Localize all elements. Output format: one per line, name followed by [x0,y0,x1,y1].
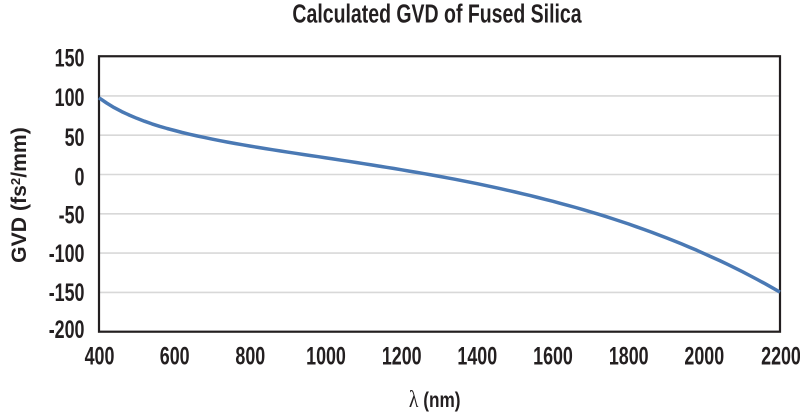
svg-text:-150: -150 [49,278,85,307]
svg-text:GVD (fs2/mm): GVD (fs2/mm) [8,127,31,263]
svg-text:600: 600 [160,341,190,370]
svg-text:1400: 1400 [457,341,497,370]
svg-text:50: 50 [65,123,85,152]
svg-text:1800: 1800 [609,341,649,370]
svg-text:150: 150 [55,43,85,72]
svg-text:400: 400 [85,341,115,370]
svg-text:0: 0 [75,163,85,192]
svg-text:-50: -50 [59,201,85,230]
svg-text:-200: -200 [49,315,85,344]
svg-text:1600: 1600 [533,341,573,370]
svg-text:1200: 1200 [382,341,422,370]
svg-text:λ (nm): λ (nm) [409,385,461,412]
svg-text:800: 800 [235,341,265,370]
svg-text:Calculated GVD of Fused Silica: Calculated GVD of Fused Silica [292,0,581,28]
svg-text:-100: -100 [49,239,85,268]
svg-text:100: 100 [55,83,85,112]
svg-text:2200: 2200 [761,341,800,370]
svg-text:1000: 1000 [306,341,346,370]
svg-text:2000: 2000 [684,341,724,370]
